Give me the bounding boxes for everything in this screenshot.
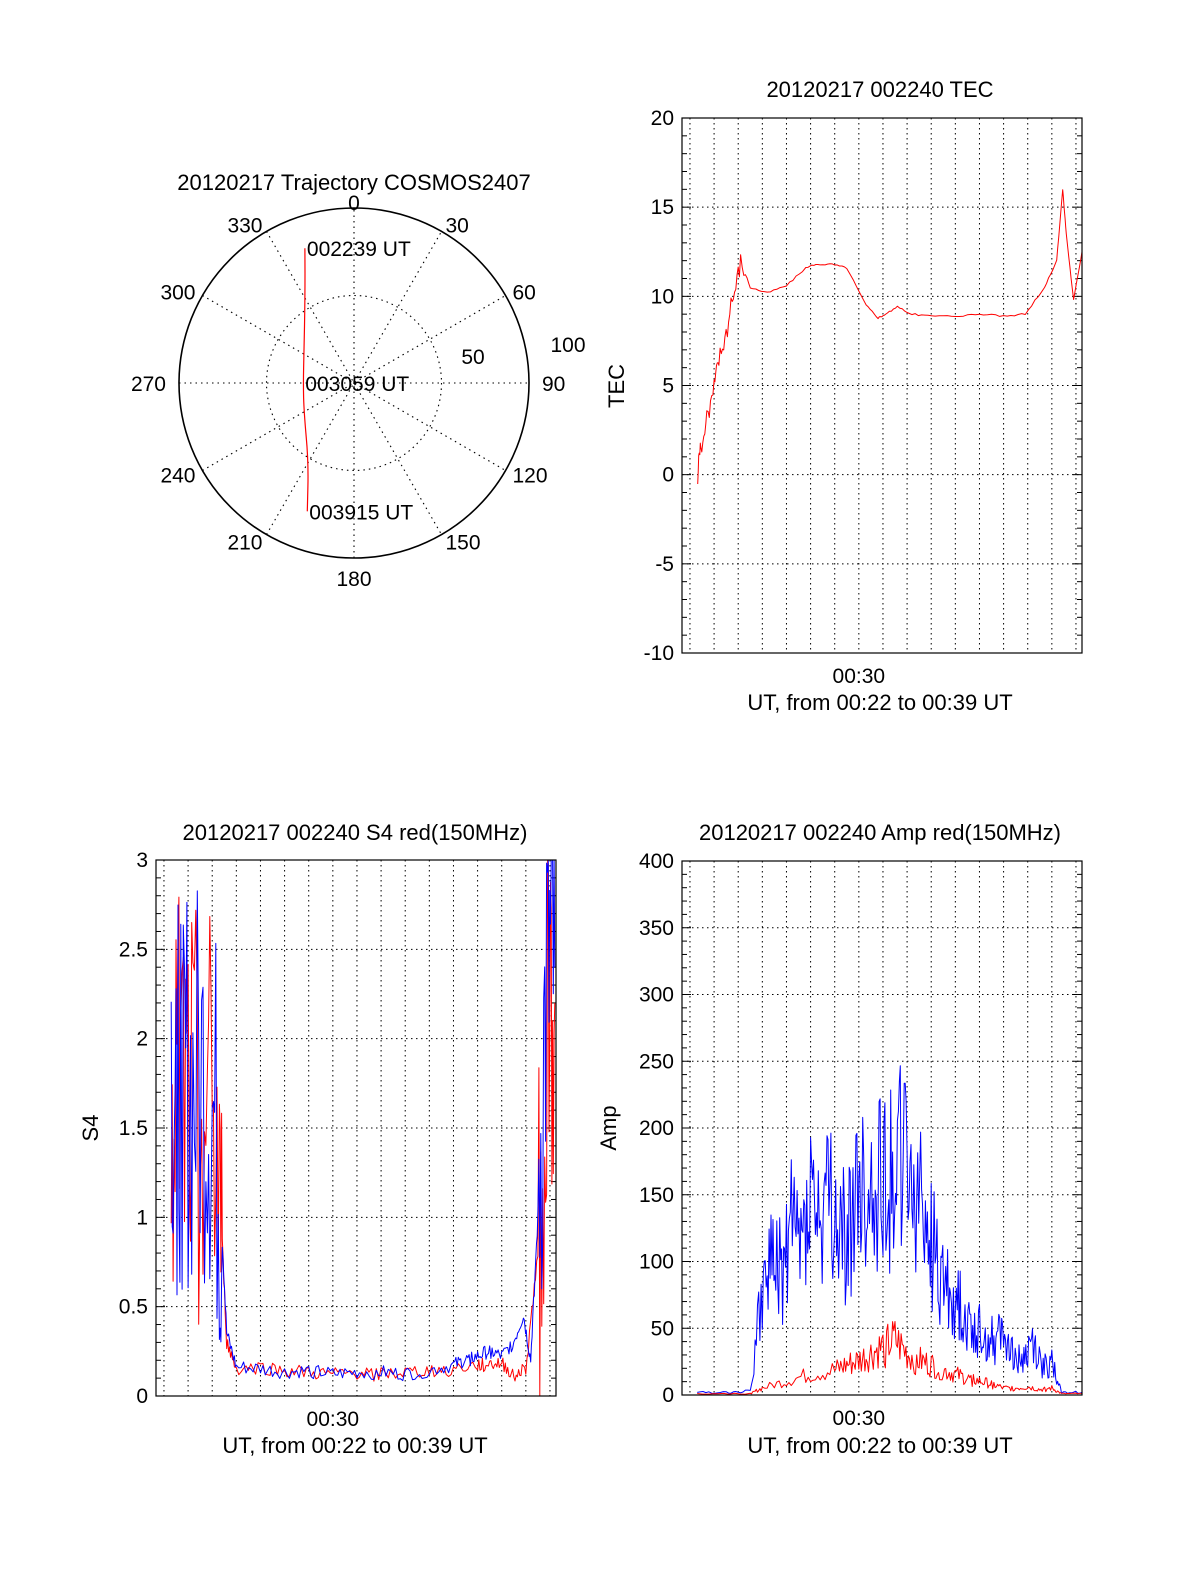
- y-tick-label: 20: [651, 107, 674, 130]
- polar-ring-50: [265, 294, 443, 472]
- y-tick-label: 5: [662, 375, 674, 398]
- amp-title: 20120217 002240 Amp red(150MHz): [699, 820, 1061, 845]
- y-tick-label: 300: [639, 984, 674, 1007]
- trajectory-annotations: 002239 UT 003059 UT 003915 UT: [305, 238, 413, 524]
- trajectory-time-annotation: 003915 UT: [309, 501, 413, 524]
- amp-plot-frame: [681, 860, 1083, 1396]
- y-tick-label: 0: [662, 464, 674, 487]
- polar-outer-ring: [178, 207, 530, 559]
- amp-grid: [682, 860, 1082, 1396]
- azimuth-label: 240: [160, 465, 195, 488]
- azimuth-label: 180: [336, 568, 371, 591]
- series-line-blue: [697, 1065, 1083, 1394]
- y-tick-label: 0.5: [119, 1296, 148, 1319]
- azimuth-label: 90: [542, 373, 565, 396]
- radial-label-50: 50: [461, 346, 484, 369]
- amp-series: [697, 1065, 1083, 1395]
- series-line-red: [697, 189, 1083, 485]
- y-tick-label: 15: [651, 196, 674, 219]
- tec-plot-frame: [681, 117, 1083, 654]
- amp-xlabel: UT, from 00:22 to 00:39 UT: [747, 1433, 1012, 1458]
- amp-chart: 20120217 002240 Amp red(150MHz) 0 50 100 15…: [596, 820, 1083, 1458]
- trajectory-title: 20120217 Trajectory COSMOS2407: [177, 170, 530, 195]
- series-line-red: [170, 859, 556, 1397]
- tec-tick-labels: -10 -5 0 5 10 15 20 00:30: [644, 107, 885, 688]
- y-tick-label: 1: [136, 1206, 148, 1229]
- trajectory-line: [302, 248, 309, 512]
- y-tick-label: 2.5: [119, 938, 148, 961]
- azimuth-label: 30: [446, 215, 469, 238]
- y-tick-label: 0: [136, 1385, 148, 1408]
- azimuth-label: 60: [513, 282, 536, 305]
- s4-chart: 20120217 002240 S4 red(150MHz) 0 0.5 1 1.5 2…: [78, 820, 557, 1458]
- series-line-red: [697, 1321, 1083, 1395]
- s4-series: [170, 859, 556, 1397]
- series-line-blue: [170, 859, 556, 1382]
- polar-spoke: [202, 295, 506, 471]
- tec-xlabel: UT, from 00:22 to 00:39 UT: [747, 690, 1012, 715]
- y-tick-label: 400: [639, 850, 674, 873]
- tec-title: 20120217 002240 TEC: [766, 77, 993, 102]
- azimuth-label: 120: [513, 465, 548, 488]
- amp-ylabel: Amp: [596, 1105, 621, 1150]
- trajectory-time-annotation: 003059 UT: [305, 373, 409, 396]
- y-tick-label: 200: [639, 1117, 674, 1140]
- y-tick-label: 0: [662, 1384, 674, 1407]
- s4-xlabel: UT, from 00:22 to 00:39 UT: [222, 1433, 487, 1458]
- tec-grid: [682, 117, 1082, 654]
- tec-series: [697, 189, 1083, 485]
- polar-spoke: [202, 295, 506, 471]
- azimuth-label: 300: [160, 282, 195, 305]
- tec-chart: 20120217 002240 TEC -10 -5 0 5 10 15 20 00:30 T…: [604, 77, 1083, 715]
- y-tick-label: 350: [639, 917, 674, 940]
- s4-plot-frame: [155, 859, 557, 1397]
- tec-ylabel: TEC: [604, 364, 629, 408]
- y-tick-label: 10: [651, 285, 674, 308]
- polar-spoke: [266, 231, 442, 535]
- x-tick-label: 00:30: [307, 1408, 360, 1431]
- radial-label-100: 100: [550, 334, 585, 357]
- y-tick-label: -5: [655, 553, 674, 576]
- azimuth-labels: 0 30 60 90 120 150 180 210 240 270 300 330: [131, 192, 565, 591]
- amp-tick-labels: 0 50 100 150 200 250 300 350 400 00:30: [639, 850, 885, 1430]
- trajectory-polar-chart: 20120217 Trajectory COSMOS2407 0 30 60 90 12…: [131, 170, 586, 591]
- s4-title: 20120217 002240 S4 red(150MHz): [183, 820, 528, 845]
- x-tick-label: 00:30: [833, 665, 886, 688]
- azimuth-label: 0: [348, 192, 360, 215]
- polar-spoke: [266, 231, 442, 535]
- azimuth-label: 330: [227, 215, 262, 238]
- trajectory-time-annotation: 002239 UT: [307, 238, 411, 261]
- azimuth-label: 210: [227, 532, 262, 555]
- y-tick-label: 50: [651, 1317, 674, 1340]
- y-tick-label: 3: [136, 849, 148, 872]
- s4-ylabel: S4: [78, 1115, 103, 1142]
- y-tick-label: 250: [639, 1050, 674, 1073]
- trajectory-series: [302, 248, 309, 512]
- y-tick-label: 2: [136, 1028, 148, 1051]
- azimuth-label: 270: [131, 373, 166, 396]
- azimuth-label: 150: [446, 532, 481, 555]
- y-tick-label: 100: [639, 1251, 674, 1274]
- y-tick-label: 1.5: [119, 1117, 148, 1140]
- x-tick-label: 00:30: [833, 1407, 886, 1430]
- y-tick-label: -10: [644, 642, 674, 665]
- y-tick-label: 150: [639, 1184, 674, 1207]
- s4-tick-labels: 0 0.5 1 1.5 2 2.5 3 00:30: [119, 849, 359, 1431]
- polar-grid: [179, 208, 529, 558]
